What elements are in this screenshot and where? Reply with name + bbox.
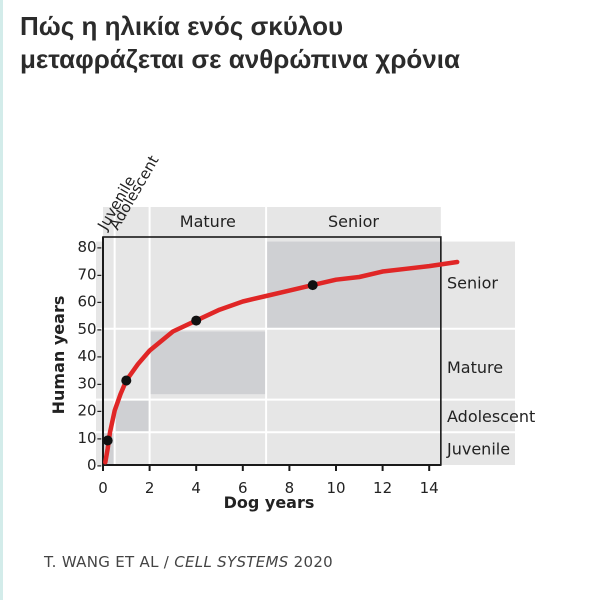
source-authors: T. WANG ET AL / xyxy=(44,553,175,571)
source-year: 2020 xyxy=(288,553,334,571)
dog-age-chart: 0 2 4 6 8 10 12 14 0- 10- 20- 30- 40- 50- 60- 70- 80- J… xyxy=(49,152,535,512)
dog-band-juvenile xyxy=(103,207,115,465)
human-stage-label-juvenile: Juvenile xyxy=(446,440,510,459)
age-curve-line xyxy=(103,259,460,465)
x-tick-label: 8 xyxy=(285,479,295,497)
y-tick-label: 60- xyxy=(78,293,103,311)
overlap-box-mature xyxy=(149,331,267,395)
x-tick-label: 6 xyxy=(238,479,248,497)
x-tick-labels: 0 2 4 6 8 10 12 14 xyxy=(98,479,439,497)
page-title: Πώς η ηλικία ενός σκύλου μεταφράζεται σε… xyxy=(20,10,580,76)
y-tick-label: 20- xyxy=(78,402,103,420)
y-tick-label: 10- xyxy=(78,429,103,447)
y-tick-label: 30- xyxy=(78,374,103,392)
source-journal: CELL SYSTEMS xyxy=(174,553,289,571)
x-tick-label: 4 xyxy=(191,479,201,497)
data-point xyxy=(307,280,318,291)
data-point xyxy=(121,375,132,386)
axes xyxy=(102,237,441,471)
overlap-box-senior xyxy=(266,241,441,329)
y-tick-label: 70- xyxy=(78,265,103,283)
title-line-2: μεταφράζεται σε ανθρώπινα χρόνια xyxy=(20,44,460,74)
overlap-boxes xyxy=(103,241,441,465)
x-axis-label: Dog years xyxy=(224,493,315,512)
y-tick-label: 0- xyxy=(87,456,102,474)
x-tick-label: 0 xyxy=(98,479,108,497)
y-tick-label: 50- xyxy=(78,320,103,338)
human-stage-label-senior: Senior xyxy=(447,273,498,292)
data-point xyxy=(102,435,113,446)
left-edge-strip xyxy=(0,0,3,600)
y-tick-label: 40- xyxy=(78,347,103,365)
x-tick-label: 10 xyxy=(326,479,345,497)
dog-stage-label-mature: Mature xyxy=(180,212,236,231)
data-point xyxy=(191,315,202,326)
x-tick-label: 12 xyxy=(373,479,392,497)
y-tick-labels: 0- 10- 20- 30- 40- 50- 60- 70- 80- xyxy=(78,238,103,474)
overlap-box-adolescent xyxy=(114,399,150,433)
title-line-1: Πώς η ηλικία ενός σκύλου xyxy=(20,11,344,41)
y-axis-label: Human years xyxy=(49,296,68,415)
y-tick-label: 80- xyxy=(78,238,103,256)
source-credit: T. WANG ET AL / CELL SYSTEMS 2020 xyxy=(44,553,333,571)
x-tick-label: 14 xyxy=(420,479,439,497)
data-points xyxy=(102,280,318,446)
x-tick-label: 2 xyxy=(145,479,155,497)
dog-stage-label-senior: Senior xyxy=(328,212,379,231)
human-stage-label-adolescent: Adolescent xyxy=(447,407,535,426)
band-separators xyxy=(96,207,515,465)
human-stage-label-mature: Mature xyxy=(447,358,503,377)
